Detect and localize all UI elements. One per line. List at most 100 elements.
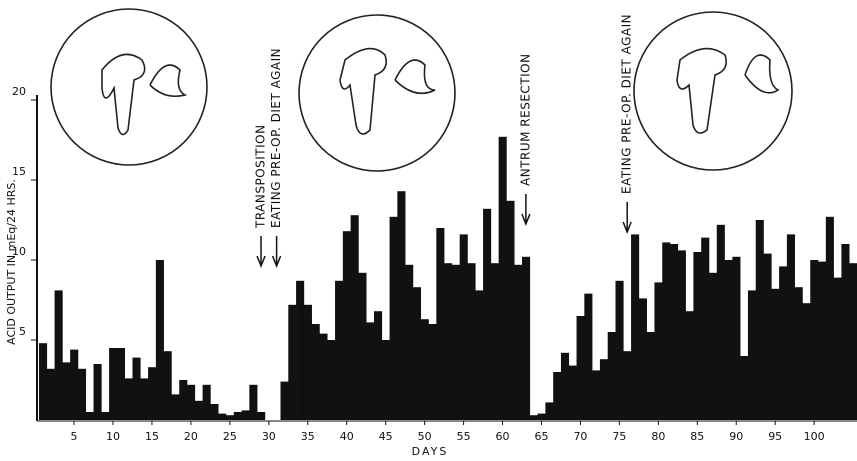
bar xyxy=(467,263,476,420)
bar xyxy=(670,244,679,420)
x-tick-label: 90 xyxy=(729,430,743,443)
x-tick-label: 35 xyxy=(301,430,315,443)
bar xyxy=(39,343,48,420)
bar xyxy=(288,304,297,420)
illustration-circle xyxy=(298,14,456,172)
bar xyxy=(373,311,383,420)
bar xyxy=(342,231,351,420)
x-tick-label: 50 xyxy=(418,430,432,443)
bar xyxy=(350,215,359,420)
bar xyxy=(755,220,764,420)
illustration xyxy=(101,53,188,136)
bar xyxy=(724,260,733,420)
bar xyxy=(568,365,577,420)
bar xyxy=(210,404,219,420)
bar xyxy=(654,282,663,420)
bar xyxy=(54,290,63,420)
x-axis-label: DAYS xyxy=(412,445,449,458)
x-tick-label: 30 xyxy=(262,430,276,443)
bar xyxy=(646,332,655,420)
bar xyxy=(592,370,601,420)
bar xyxy=(397,191,406,420)
bar xyxy=(311,324,320,420)
bar xyxy=(436,228,445,420)
bar xyxy=(662,242,671,420)
bar xyxy=(93,364,102,420)
bar xyxy=(514,264,523,420)
bar xyxy=(506,200,515,420)
bar xyxy=(475,290,484,420)
bar xyxy=(483,208,492,420)
bar xyxy=(358,272,367,420)
bar xyxy=(841,244,850,420)
bar xyxy=(560,352,570,420)
x-tick-label: 70 xyxy=(573,430,587,443)
y-tick-label: 10 xyxy=(12,245,26,258)
bar xyxy=(685,311,694,420)
bar xyxy=(818,261,827,420)
bar xyxy=(794,287,803,420)
bar xyxy=(202,384,211,420)
x-tick-label: 25 xyxy=(223,430,237,443)
bar xyxy=(771,288,780,420)
bar xyxy=(576,316,585,420)
illustration xyxy=(676,47,780,134)
x-tick-label: 65 xyxy=(534,430,548,443)
bar xyxy=(233,412,242,420)
bar xyxy=(638,298,647,420)
bar xyxy=(708,272,718,420)
x-tick-label: 60 xyxy=(496,430,510,443)
bar xyxy=(257,412,266,420)
bar xyxy=(631,234,640,420)
bar xyxy=(225,415,235,420)
bar xyxy=(405,264,414,420)
bar xyxy=(140,378,149,420)
bar xyxy=(85,412,94,420)
bar xyxy=(124,378,133,420)
annotation-arrowhead xyxy=(271,255,282,269)
x-tick-label: 45 xyxy=(379,430,393,443)
bar xyxy=(584,293,593,420)
bar xyxy=(677,250,686,420)
bar xyxy=(810,260,819,420)
bar xyxy=(607,332,616,420)
x-tick-label: 55 xyxy=(457,430,471,443)
bar xyxy=(420,319,429,420)
bar xyxy=(459,234,468,420)
bar xyxy=(545,402,554,420)
annotation-arrowhead xyxy=(521,213,531,227)
bar xyxy=(412,287,422,420)
bar xyxy=(171,394,180,420)
bar xyxy=(786,234,795,420)
x-tick-label: 95 xyxy=(768,430,782,443)
bar xyxy=(327,340,336,420)
bar xyxy=(615,280,624,420)
bar xyxy=(825,216,834,420)
x-tick-label: 40 xyxy=(340,430,354,443)
bar xyxy=(732,256,741,420)
bar xyxy=(187,384,196,420)
bar xyxy=(366,322,375,420)
annotation: EATING PRE-OP. DIET AGAIN xyxy=(269,48,283,228)
bar xyxy=(849,263,857,420)
annotation: TRANSPOSITION xyxy=(254,124,268,229)
x-tick-label: 10 xyxy=(106,430,120,443)
bar xyxy=(623,351,632,420)
bar xyxy=(77,368,87,420)
bar xyxy=(444,263,453,420)
x-tick-label: 75 xyxy=(612,430,626,443)
annotation: ANTRUM RESECTION xyxy=(518,53,532,186)
x-tick-label: 15 xyxy=(145,430,159,443)
bar xyxy=(701,237,710,420)
bar xyxy=(553,372,562,420)
bar xyxy=(296,280,305,420)
bar xyxy=(381,340,390,420)
annotation-arrowhead xyxy=(622,221,632,235)
bar xyxy=(747,290,757,420)
bar xyxy=(101,412,110,420)
bar xyxy=(740,356,749,420)
x-tick-label: 20 xyxy=(184,430,198,443)
bar xyxy=(693,252,702,420)
bar xyxy=(194,400,203,420)
y-tick-label: 20 xyxy=(12,85,26,98)
